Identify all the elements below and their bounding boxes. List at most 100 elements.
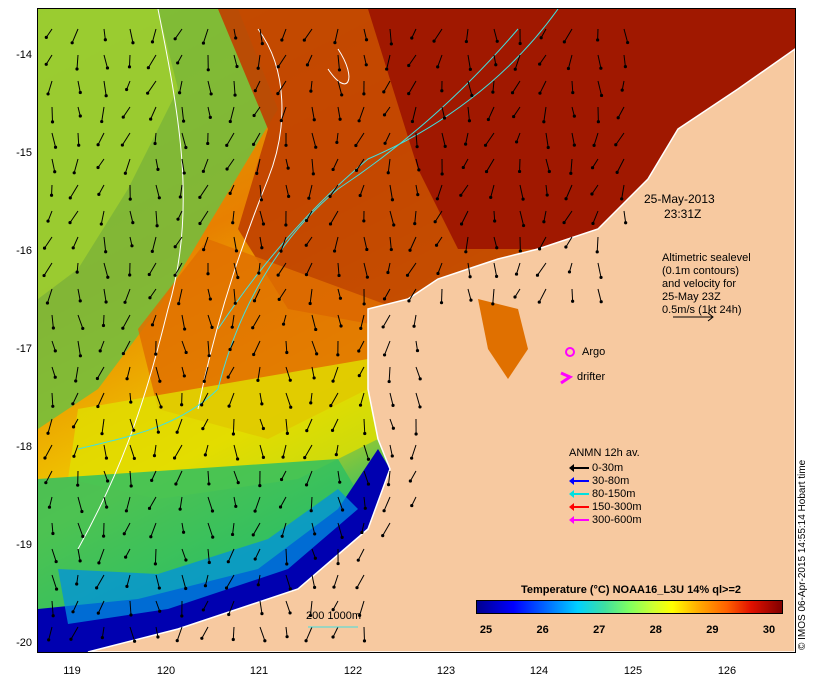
velocity-arrow-head <box>484 169 489 174</box>
sealevel-contour <box>327 48 350 85</box>
velocity-arrow-head <box>468 67 472 71</box>
velocity-arrow <box>43 262 53 276</box>
velocity-arrow-head <box>261 455 266 459</box>
velocity-arrow-head <box>382 90 386 94</box>
velocity-arrow-head <box>228 347 232 352</box>
velocity-arrow <box>69 210 79 223</box>
velocity-arrow-head <box>512 114 516 119</box>
velocity-arrow <box>411 106 417 122</box>
velocity-arrow-head <box>183 327 187 331</box>
velocity-arrow <box>514 54 521 70</box>
velocity-arrow <box>332 366 339 382</box>
velocity-arrow-head <box>182 171 186 175</box>
velocity-arrow <box>231 314 235 328</box>
velocity-arrow-head <box>155 224 159 228</box>
velocity-arrow <box>202 600 209 611</box>
velocity-arrow-head <box>415 145 419 149</box>
colorbar-tick: 28 <box>649 624 662 636</box>
velocity-arrow-head <box>227 404 231 408</box>
velocity-arrow-head <box>123 300 127 304</box>
velocity-arrow-head <box>150 249 154 253</box>
velocity-arrow <box>436 184 443 199</box>
velocity-arrow-head <box>252 352 256 357</box>
velocity-arrow-head <box>230 532 235 537</box>
velocity-arrow <box>493 262 498 277</box>
velocity-arrow-head <box>537 247 542 251</box>
velocity-arrow <box>174 444 183 459</box>
velocity-arrow-head <box>432 39 436 43</box>
velocity-arrow-head <box>150 40 155 44</box>
velocity-arrow-head <box>304 218 309 223</box>
velocity-arrow <box>363 444 369 460</box>
velocity-arrow-head <box>469 298 473 302</box>
velocity-arrow-head <box>146 91 150 95</box>
date-label: 25-May-2013 <box>644 192 715 206</box>
velocity-arrow-head <box>562 40 566 44</box>
velocity-arrow <box>51 548 57 562</box>
velocity-arrow-head <box>493 219 497 223</box>
velocity-arrow <box>257 54 261 69</box>
velocity-arrow-head <box>415 348 420 353</box>
velocity-arrow <box>226 132 235 146</box>
velocity-arrow-head <box>340 93 344 97</box>
velocity-arrow-head <box>211 535 215 539</box>
velocity-arrow <box>388 470 391 485</box>
velocity-arrow-head <box>206 272 210 276</box>
velocity-arrow-head <box>50 120 55 124</box>
velocity-arrow <box>69 184 79 199</box>
velocity-arrow-head <box>365 275 369 279</box>
velocity-arrow <box>229 106 235 122</box>
velocity-arrow-head <box>620 88 624 92</box>
velocity-arrow-head <box>413 221 417 226</box>
altimetry-note-line: 25-May 23Z <box>662 291 721 303</box>
velocity-arrow-head <box>150 323 155 327</box>
velocity-arrow-head <box>285 350 289 355</box>
velocity-arrow-head <box>233 301 237 305</box>
velocity-arrow <box>129 418 135 431</box>
velocity-arrow-head <box>51 326 55 330</box>
velocity-arrow <box>77 80 81 93</box>
velocity-arrow-head <box>44 62 48 66</box>
velocity-arrow-head <box>252 113 256 118</box>
velocity-arrow-head <box>121 326 125 330</box>
velocity-arrow <box>363 262 368 278</box>
velocity-arrow-head <box>620 197 624 201</box>
velocity-arrow <box>181 132 187 148</box>
velocity-arrow <box>155 184 160 198</box>
velocity-arrow-head <box>571 299 575 303</box>
velocity-arrow <box>73 158 79 173</box>
velocity-arrow-head <box>103 38 107 42</box>
velocity-arrow <box>47 418 53 434</box>
velocity-arrow <box>97 600 105 614</box>
velocity-arrow-head <box>410 36 414 40</box>
argo-marker[interactable] <box>565 347 575 357</box>
velocity-arrow-head <box>78 299 82 303</box>
velocity-arrow <box>232 522 235 535</box>
velocity-arrow <box>254 288 261 301</box>
velocity-arrow <box>259 184 262 200</box>
bay-water <box>478 299 528 379</box>
velocity-arrow-head <box>147 272 151 277</box>
anmn-legend-item: 30-80m <box>569 475 629 488</box>
velocity-arrow-head <box>595 250 599 254</box>
colorbar-tick: 30 <box>762 624 776 636</box>
velocity-arrow <box>256 158 261 174</box>
sst-map[interactable]: 25-May-2013 23:31Z Altimetric sealevel (0… <box>37 8 796 653</box>
velocity-arrow <box>337 288 341 299</box>
velocity-arrow-head <box>251 326 255 330</box>
velocity-arrow <box>203 366 209 382</box>
colorbar-tick: 25 <box>479 624 493 636</box>
velocity-arrow-head <box>46 431 50 435</box>
latitude-tick: -19 <box>16 539 32 551</box>
velocity-arrow-head <box>357 349 361 353</box>
velocity-arrow-head <box>184 558 188 562</box>
velocity-arrow <box>51 314 54 329</box>
velocity-arrow-head <box>129 484 133 488</box>
velocity-arrow-head <box>95 586 99 590</box>
velocity-arrow-head <box>106 275 110 279</box>
velocity-arrow <box>277 54 287 68</box>
velocity-arrow-head <box>288 378 292 382</box>
velocity-arrow <box>332 626 339 638</box>
velocity-arrow-head <box>74 379 78 383</box>
drifter-marker[interactable] <box>560 371 574 385</box>
